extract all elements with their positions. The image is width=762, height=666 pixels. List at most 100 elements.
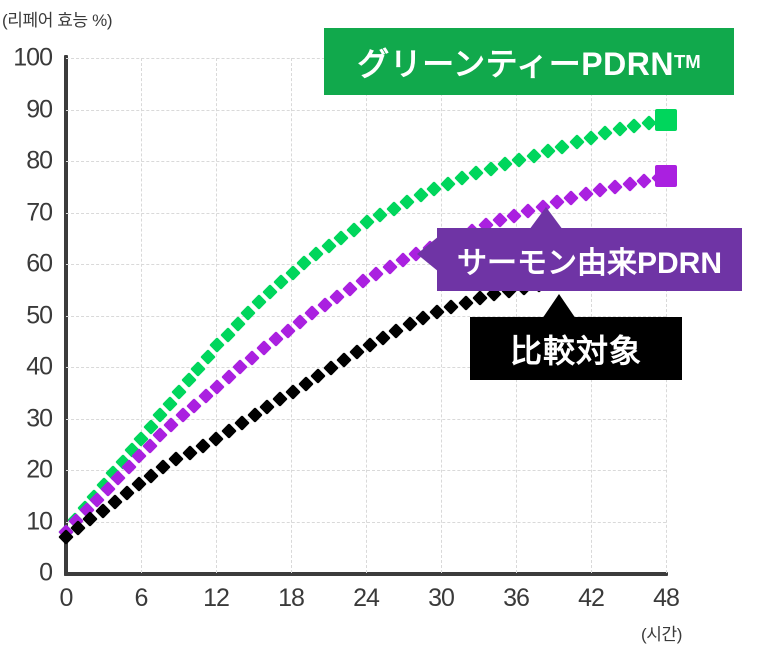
series-marker-2 xyxy=(168,451,185,468)
legend-green-label: グリーンティーPDRN xyxy=(357,45,674,82)
series-marker-1 xyxy=(152,427,168,443)
plot-area xyxy=(58,58,677,573)
series-marker-1 xyxy=(651,170,667,186)
series-marker-0 xyxy=(308,245,324,262)
series-marker-2 xyxy=(336,352,352,368)
y-tick-label: 80 xyxy=(26,146,53,175)
series-marker-0 xyxy=(77,500,93,517)
gridline-vertical xyxy=(216,58,217,573)
series-marker-0 xyxy=(399,193,415,210)
series-marker-0 xyxy=(285,265,301,281)
series-marker-0 xyxy=(143,419,159,435)
series-marker-2 xyxy=(195,437,211,454)
series-marker-0 xyxy=(114,454,131,470)
series-marker-0 xyxy=(597,125,614,142)
y-tick-label: 90 xyxy=(26,95,53,123)
series-marker-0 xyxy=(86,489,103,505)
series-marker-1 xyxy=(197,388,214,404)
series-marker-2 xyxy=(415,309,432,326)
x-tick-label: 24 xyxy=(353,584,380,612)
series-marker-0 xyxy=(273,274,290,291)
series-marker-2 xyxy=(155,458,172,475)
series-marker-0 xyxy=(468,165,485,182)
y-tick-label: 100 xyxy=(13,43,53,72)
series-marker-2 xyxy=(401,316,418,332)
series-marker-1 xyxy=(280,322,296,339)
series-marker-0 xyxy=(58,524,74,540)
x-axis-title: (시간) xyxy=(641,625,683,644)
series-marker-2 xyxy=(131,476,147,493)
series-marker-1 xyxy=(381,259,398,276)
series-marker-0 xyxy=(426,181,443,198)
series-marker-1 xyxy=(100,480,116,497)
series-marker-1 xyxy=(563,190,580,206)
series-marker-2 xyxy=(472,290,488,307)
gridline-vertical xyxy=(516,58,517,573)
series-marker-1 xyxy=(89,491,106,508)
series-marker-0 xyxy=(540,143,556,159)
series-marker-1 xyxy=(141,437,158,454)
series-marker-0 xyxy=(171,384,187,400)
series-marker-0 xyxy=(95,477,112,493)
series-marker-0 xyxy=(626,118,643,135)
series-marker-1 xyxy=(329,289,346,305)
x-tick-label: 30 xyxy=(428,584,455,612)
series-marker-1 xyxy=(395,252,411,269)
series-marker-0 xyxy=(641,115,657,132)
y-tick-label: 40 xyxy=(26,352,53,381)
series-marker-1 xyxy=(592,182,609,198)
series-marker-0 xyxy=(219,326,236,343)
series-marker-0 xyxy=(152,407,169,423)
series-marker-2 xyxy=(361,336,378,353)
legend-salmon-pdrn: サーモン由来PDRN xyxy=(437,228,742,291)
series-marker-2 xyxy=(443,299,460,315)
series-marker-0 xyxy=(261,284,278,300)
gridline-vertical xyxy=(141,58,142,573)
series-marker-0 xyxy=(346,222,363,238)
series-marker-1 xyxy=(79,502,95,519)
series-marker-1 xyxy=(244,350,260,366)
series-marker-0 xyxy=(385,200,402,217)
series-marker-0 xyxy=(180,372,197,388)
series-marker-1 xyxy=(221,369,237,385)
series-marker-1 xyxy=(316,297,333,313)
series-marker-0 xyxy=(412,187,429,203)
series-marker-0 xyxy=(656,112,672,129)
series-marker-0 xyxy=(67,512,84,528)
series-marker-1 xyxy=(491,212,508,228)
series-marker-1 xyxy=(267,331,284,348)
series-marker-0 xyxy=(105,465,121,482)
series-marker-2 xyxy=(429,304,445,320)
series-marker-0 xyxy=(240,305,257,321)
series-marker-2 xyxy=(457,294,474,311)
y-tick-label: 0 xyxy=(39,558,53,587)
gridline-vertical xyxy=(591,58,592,573)
series-marker-0 xyxy=(372,207,389,224)
series-marker-1 xyxy=(174,407,191,423)
y-tick-label: 60 xyxy=(26,249,53,278)
y-tick-label: 20 xyxy=(26,455,53,484)
series-marker-2 xyxy=(375,329,391,346)
series-marker-0 xyxy=(554,138,571,155)
x-tick-label: 6 xyxy=(134,584,149,612)
legend-purple-label: サーモン由来PDRN xyxy=(456,246,722,280)
series-marker-2 xyxy=(246,407,263,423)
black-legend-pointer-up xyxy=(542,294,576,319)
series-marker-0 xyxy=(251,294,267,311)
x-tick-label: 48 xyxy=(653,584,680,612)
series-marker-2 xyxy=(119,485,135,501)
series-marker-1 xyxy=(355,273,371,290)
legend-green-tea-pdrn: グリーンティーPDRN TM xyxy=(324,28,734,95)
x-tick-label: 36 xyxy=(503,584,530,612)
series-marker-2 xyxy=(181,444,198,461)
gridline-vertical xyxy=(291,58,292,573)
series-marker-1 xyxy=(209,378,226,395)
x-tick-label: 42 xyxy=(578,584,605,612)
series-marker-2 xyxy=(82,511,99,528)
series-marker-1 xyxy=(342,281,358,297)
gridline-vertical xyxy=(441,58,442,573)
series-marker-2 xyxy=(221,423,237,439)
gridline-vertical xyxy=(666,58,667,573)
x-tick-label: 18 xyxy=(278,584,305,612)
series-marker-1 xyxy=(120,459,137,475)
